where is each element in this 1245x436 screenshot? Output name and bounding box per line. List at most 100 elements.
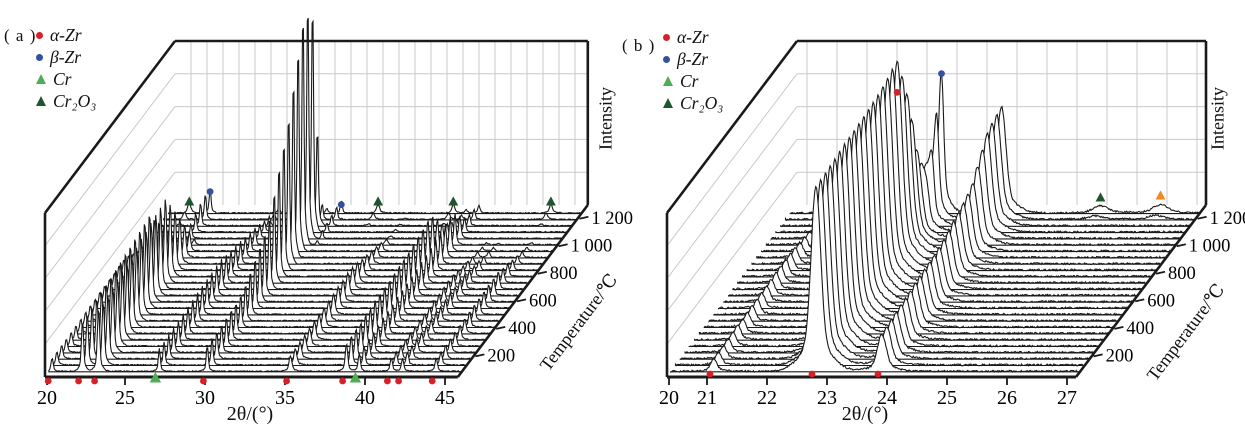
- diffraction-curve: [48, 310, 463, 373]
- cr2o3-triangle-icon: [663, 98, 673, 108]
- beta-zr-peak-marker: [938, 70, 945, 77]
- x-tick-label: 25: [937, 387, 957, 409]
- diffraction-curve: [110, 207, 525, 291]
- legend-item-alpha-zr: α-Zr: [663, 26, 723, 48]
- temperature-tick-label: 200: [1106, 346, 1134, 366]
- legend-item-cr2o3: Cr₂O₃: [663, 92, 723, 114]
- legend-item-cr2o3: Cr₂O₃: [36, 90, 96, 112]
- legend-label: α-Zr: [50, 24, 82, 45]
- diffraction-curve: [67, 279, 482, 348]
- alpha-zr-peak-marker: [808, 370, 816, 378]
- x-tick-label: 20: [659, 387, 679, 409]
- x-tick-label: 25: [115, 387, 135, 409]
- legend-item-beta-zr: β-Zr: [663, 48, 723, 70]
- temperature-tick-label: 600: [1147, 291, 1175, 311]
- diffraction-curve: [124, 148, 539, 272]
- diffraction-curve: [91, 238, 506, 316]
- alpha-zr-peak-marker: [893, 88, 901, 96]
- legend-item-beta-zr: β-Zr: [36, 46, 96, 68]
- alpha-zr-peak-marker: [283, 377, 290, 385]
- temperature-tick-label: 1 200: [1210, 209, 1245, 229]
- cr2o3-peak-marker: [545, 196, 556, 206]
- alpha-zr-dot-icon: [663, 33, 670, 41]
- diffraction-curve: [167, 190, 582, 215]
- alpha-zr-peak-marker: [75, 377, 82, 385]
- panel-a-plot: 20 25 30 35 40 45 200 400 600 800 1 000 1 200: [37, 17, 633, 409]
- panel-b-y-axis-label: Intensity: [1207, 87, 1228, 150]
- panel-b-legend: α-Zr β-Zr Cr Cr₂O₃: [663, 26, 723, 114]
- temperature-tick-label: 800: [1168, 264, 1196, 284]
- temperature-tick: [1155, 270, 1166, 275]
- diffraction-curve: [134, 90, 549, 259]
- cr-peak-marker: [349, 372, 362, 383]
- legend-label: β-Zr: [677, 48, 709, 69]
- extra-orange-peak-marker: [1155, 190, 1166, 200]
- legend-label: Cr: [53, 68, 72, 89]
- panel-a-tag: ( a ): [4, 26, 37, 45]
- alpha-zr-peak-marker: [200, 377, 207, 385]
- diffraction-curve: [120, 171, 535, 278]
- alpha-zr-peak-marker: [395, 377, 402, 385]
- panel-b-plot: 20 21 22 23 24 25 26 27 200 400 600 800 1 000 1 200: [659, 39, 1245, 409]
- diffraction-curve: [53, 303, 468, 367]
- beta-zr-peak-marker: [337, 201, 345, 209]
- temperature-tick-label: 400: [508, 319, 536, 339]
- cr-triangle-icon: [36, 74, 46, 84]
- x-tick-label: 35: [275, 387, 295, 409]
- cr2o3-peak-marker: [448, 196, 459, 206]
- legend-label: α-Zr: [677, 26, 709, 47]
- temperature-tick-label: 1 000: [1189, 236, 1231, 256]
- temperature-tick-label: 800: [550, 264, 578, 284]
- beta-zr-peak-marker: [206, 188, 214, 196]
- alpha-zr-peak-marker: [428, 377, 436, 385]
- x-tick-label: 23: [817, 387, 837, 409]
- beta-zr-dot-icon: [663, 55, 670, 63]
- diffraction-curve: [62, 287, 477, 354]
- temperature-tick: [1197, 215, 1207, 220]
- legend-label: Cr: [680, 70, 699, 91]
- legend-label: Cr₂O₃: [53, 90, 97, 111]
- temperature-tick-label: 1 200: [591, 209, 633, 229]
- panel-b-tag: ( b ): [622, 36, 656, 55]
- diffraction-curve: [144, 27, 558, 246]
- diffraction-curve: [100, 223, 515, 303]
- temperature-tick: [1114, 325, 1124, 330]
- diffraction-curve: [163, 195, 578, 221]
- legend-label: β-Zr: [50, 46, 82, 67]
- temperature-tick: [1093, 353, 1103, 358]
- temperature-tick: [558, 243, 568, 248]
- diffraction-curve: [115, 195, 530, 285]
- alpha-zr-dot-icon: [36, 31, 43, 39]
- diffraction-curve: [86, 247, 501, 322]
- x-tick-label: 27: [1057, 387, 1077, 409]
- x-tick-label: 30: [195, 387, 215, 409]
- diffraction-curve: [153, 19, 568, 234]
- temperature-tick: [537, 270, 547, 275]
- temperature-tick: [1135, 298, 1145, 303]
- temperature-tick: [475, 353, 485, 358]
- x-tick-label: 45: [435, 387, 455, 409]
- diffraction-curve: [81, 254, 496, 329]
- temperature-tick: [496, 325, 506, 330]
- x-tick-label: 26: [997, 387, 1017, 409]
- alpha-zr-peak-marker: [384, 377, 391, 385]
- diffraction-curve: [77, 263, 491, 335]
- diffraction-curve: [148, 17, 564, 240]
- x-tick-label: 20: [37, 387, 57, 409]
- legend-label: Cr₂O₃: [680, 92, 724, 113]
- diffraction-curve: [96, 231, 511, 310]
- panel-b-x-axis-label: 2θ/(°): [841, 403, 889, 425]
- x-tick-label: 22: [757, 387, 777, 409]
- alpha-zr-peak-marker: [706, 370, 714, 378]
- diffraction-curve: [105, 215, 520, 297]
- temperature-tick: [1176, 243, 1186, 248]
- diffraction-curve: [57, 295, 472, 360]
- alpha-zr-peak-marker: [91, 377, 98, 385]
- cr2o3-peak-marker: [184, 196, 195, 206]
- diffraction-curve: [670, 185, 1081, 374]
- diffraction-curve: [72, 270, 487, 341]
- temperature-tick: [516, 298, 527, 303]
- cr-triangle-icon: [663, 76, 673, 86]
